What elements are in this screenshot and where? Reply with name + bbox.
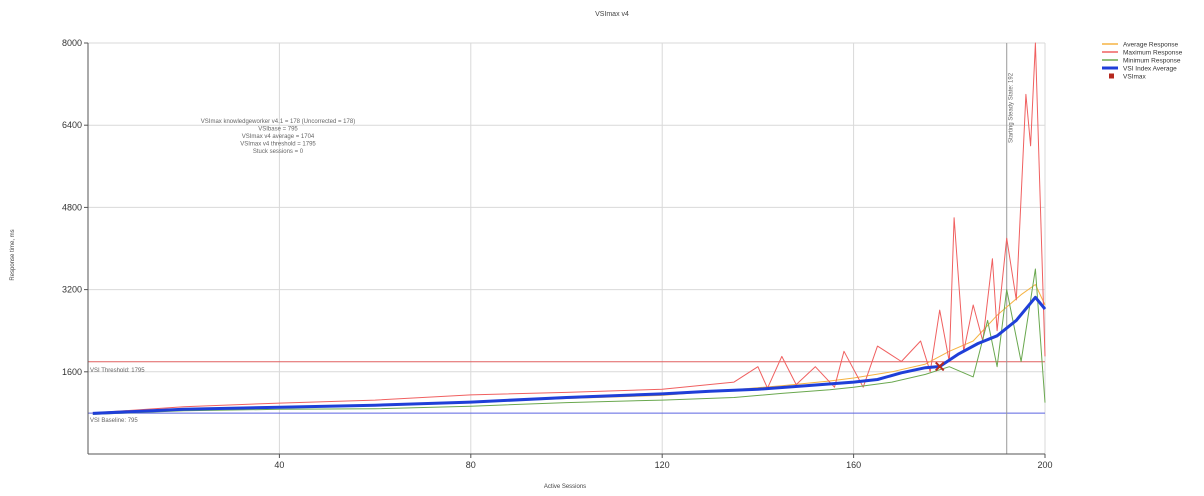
y-axis-label: Response time, ms bbox=[10, 229, 16, 280]
legend-label: VSImax bbox=[1123, 74, 1147, 81]
y-tick-label: 8000 bbox=[62, 38, 82, 48]
series-lines bbox=[92, 42, 1047, 415]
legend-label: Maximum Response bbox=[1123, 50, 1183, 57]
vsimax-marker bbox=[935, 361, 945, 372]
tick-labels: 40 80 120 160 200 1600 3200 4800 6400 8000 bbox=[62, 38, 1053, 470]
y-tick-label: 6400 bbox=[62, 120, 82, 130]
x-axis-label: Active Sessions bbox=[544, 484, 586, 490]
annotation-line: VSImax v4 average = 1704 bbox=[242, 134, 315, 140]
x-tick-label: 200 bbox=[1037, 460, 1052, 470]
grid bbox=[88, 42, 1046, 454]
legend-label: Average Response bbox=[1123, 42, 1179, 49]
legend-label: VSI Index Average bbox=[1123, 66, 1177, 73]
threshold-label: VSI Threshold: 1795 bbox=[90, 368, 145, 374]
axes bbox=[84, 42, 1046, 458]
legend-swatch bbox=[1109, 73, 1114, 79]
y-tick-label: 4800 bbox=[62, 202, 82, 212]
series-line-3 bbox=[92, 295, 1047, 415]
x-tick-label: 160 bbox=[846, 460, 861, 470]
x-tick-label: 40 bbox=[274, 460, 284, 470]
chart-title: VSImax v4 bbox=[595, 11, 629, 18]
annotation-line: VSImax v4 threshold = 1795 bbox=[240, 142, 316, 148]
series-line-1 bbox=[92, 42, 1046, 414]
x-tick-label: 80 bbox=[466, 460, 476, 470]
baseline-label: VSI Baseline: 795 bbox=[90, 418, 138, 424]
series-line-2 bbox=[92, 268, 1046, 415]
annotation-line: VSIbase = 795 bbox=[258, 127, 298, 133]
reference-lines: VSI Threshold: 1795 VSI Baseline: 795 Star… bbox=[88, 43, 1045, 454]
y-tick-label: 1600 bbox=[62, 367, 82, 377]
annotation-block: VSImax knowledgeworker v4.1 = 178 (Uncor… bbox=[201, 119, 355, 155]
annotation-line: VSImax knowledgeworker v4.1 = 178 (Uncor… bbox=[201, 119, 355, 125]
legend-label: Minimum Response bbox=[1123, 58, 1181, 65]
annotation-line: Stuck sessions = 0 bbox=[253, 149, 304, 155]
steady-state-label: Starting Steady State: 192 bbox=[1009, 72, 1015, 143]
x-tick-label: 120 bbox=[655, 460, 670, 470]
y-tick-label: 3200 bbox=[62, 285, 82, 295]
series-line-0 bbox=[92, 284, 1046, 414]
